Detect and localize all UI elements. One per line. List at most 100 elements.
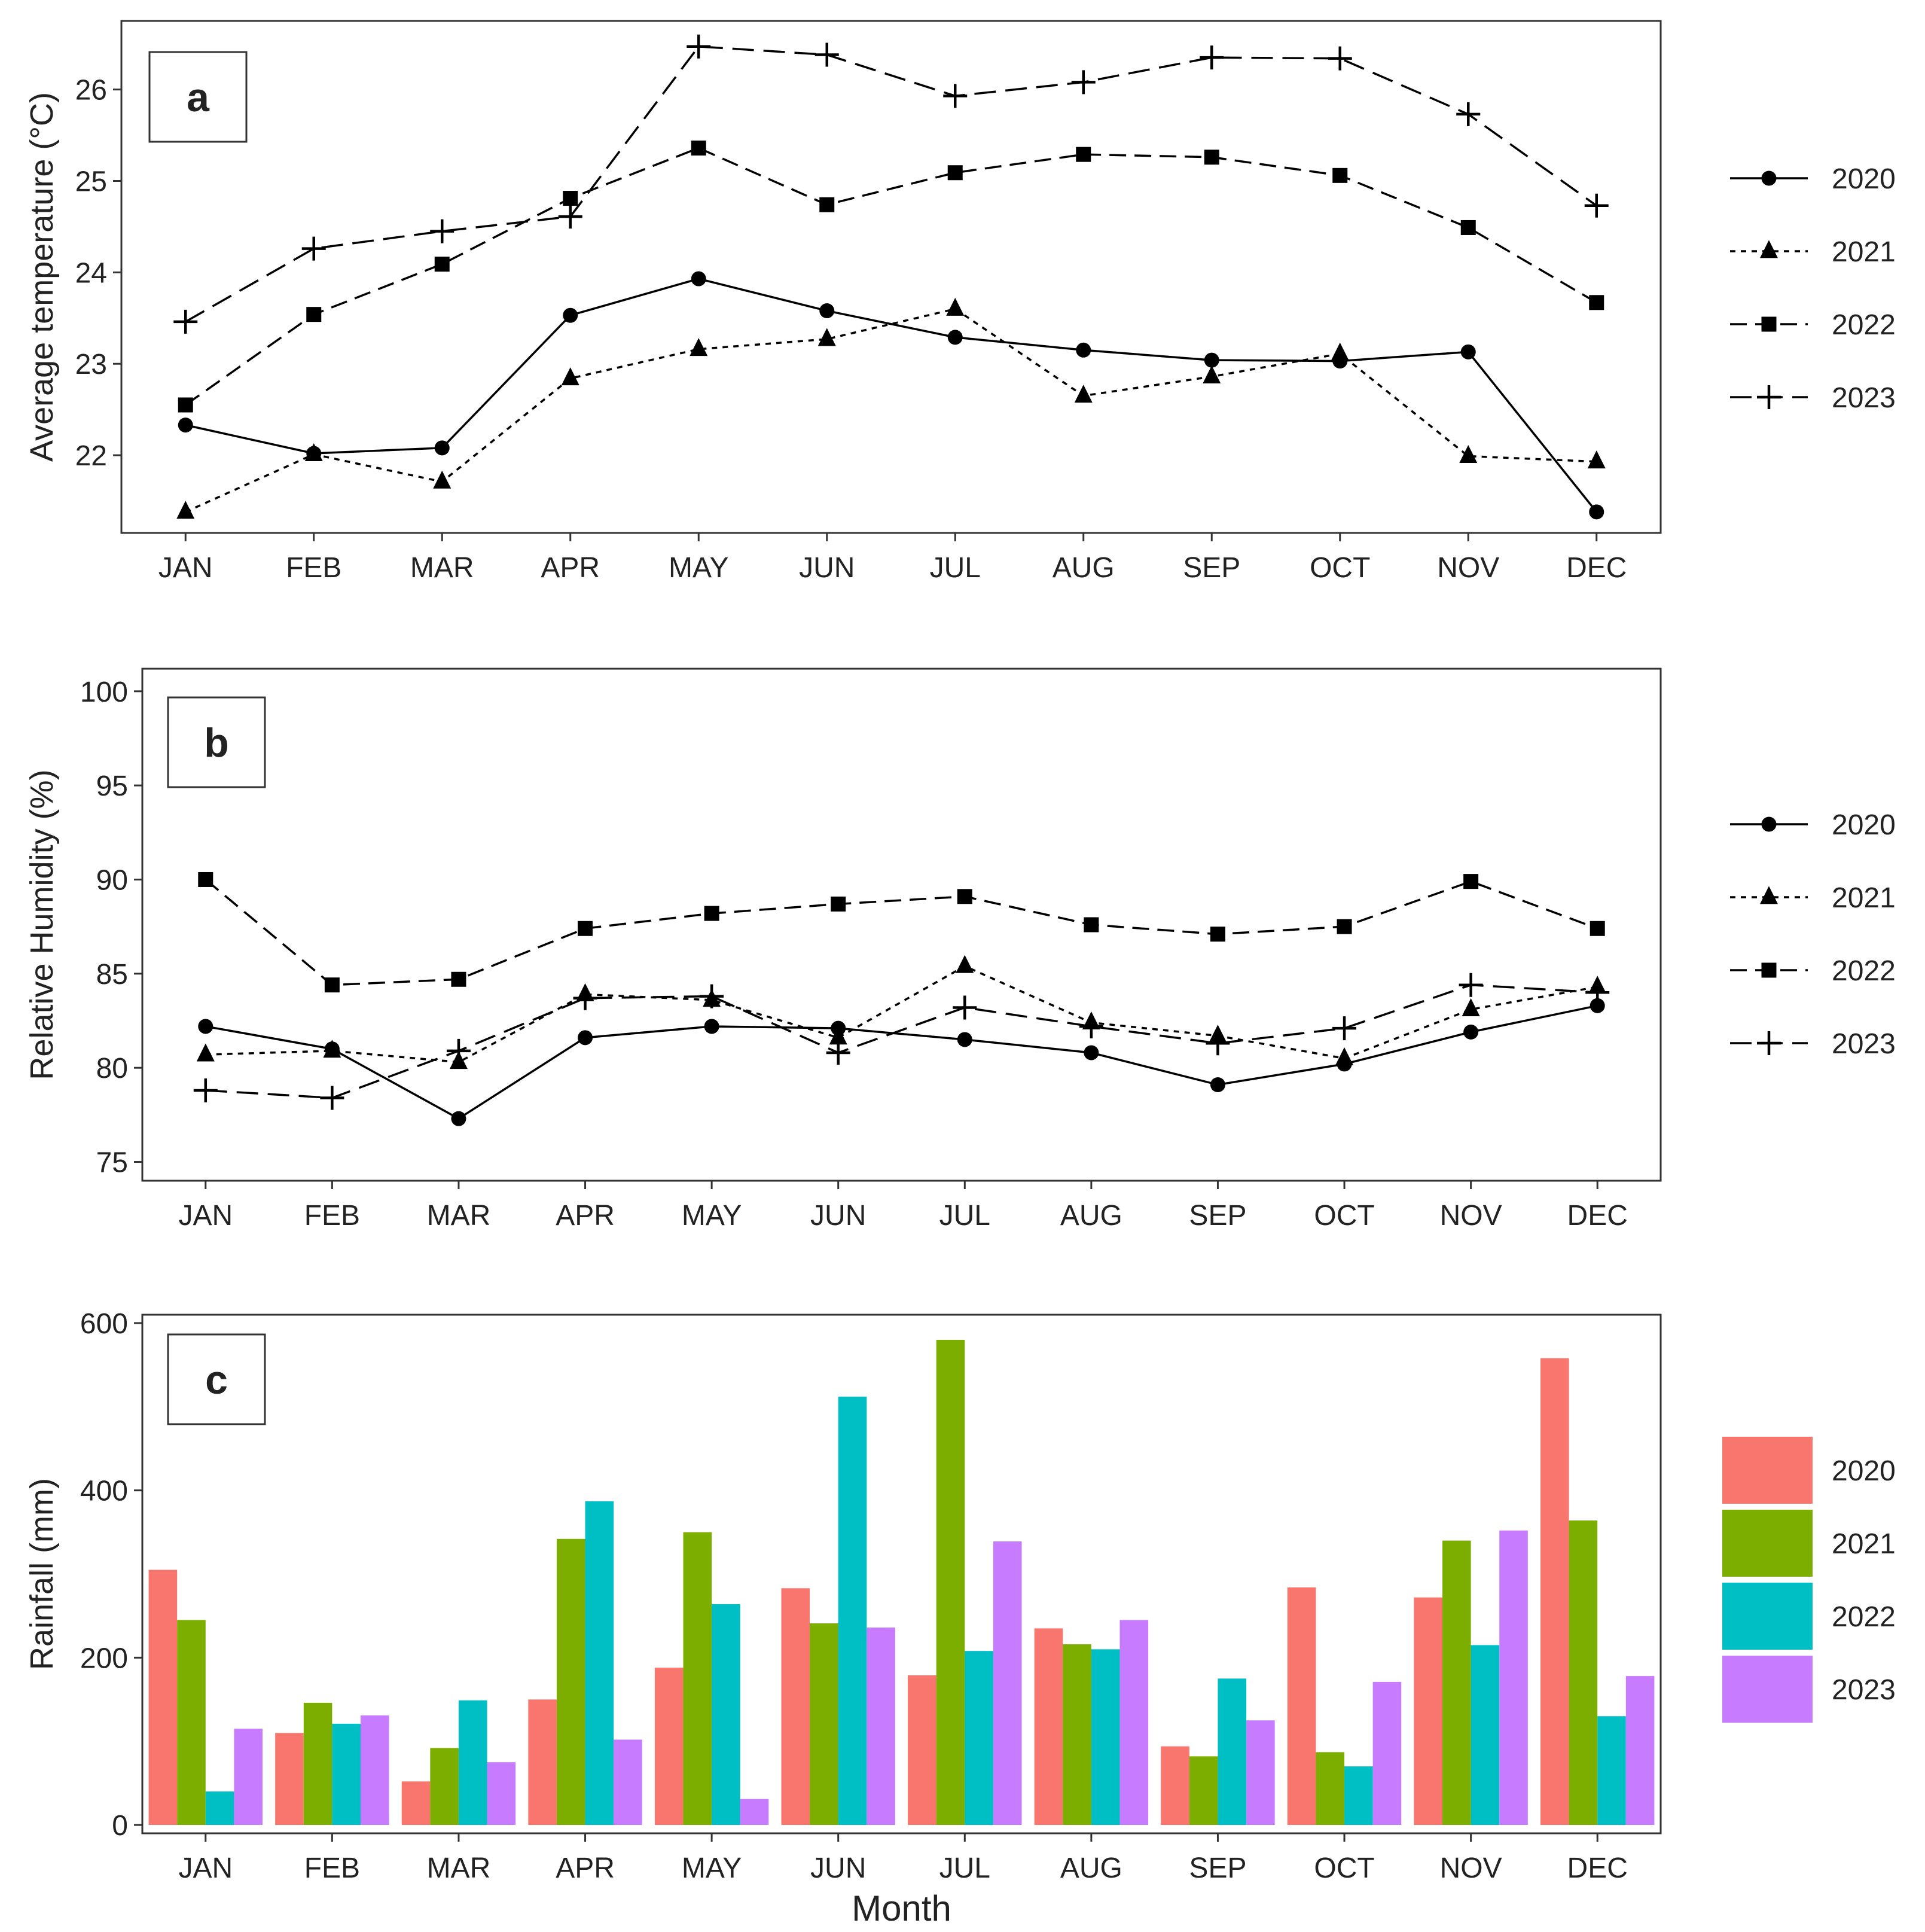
series-line-2021 (185, 307, 1597, 513)
data-point-2021-JUL (946, 297, 965, 316)
data-point-2023-MAY (700, 984, 724, 1008)
data-point-2022-OCT (1332, 167, 1348, 183)
legend-item-2023: 2023 (1730, 1028, 1896, 1060)
x-tick-label: MAR (410, 552, 474, 584)
legend-label: 2023 (1832, 382, 1896, 414)
data-point-2021-JUL (956, 955, 974, 973)
y-tick-label: 80 (96, 1053, 128, 1084)
data-point-2020-SEP (1210, 1077, 1225, 1092)
series-line-2020 (205, 1004, 1598, 1120)
bar-2023-OCT (1372, 1681, 1402, 1826)
legend-item-2020: 2020 (1720, 1434, 1896, 1506)
bar-2020-MAY (654, 1668, 684, 1826)
panel-a-line-chart: 22 23 24 25 26 JAN FEB MAR APR MAY JUN JUL AUG SEP OCT… (24, 20, 1896, 584)
data-point-2022-JAN (178, 397, 193, 413)
data-point-2023-APR (558, 205, 582, 229)
data-point-2020-DEC (1589, 504, 1604, 520)
y-tick-label: 23 (75, 349, 107, 380)
plot-frame (141, 668, 1662, 1182)
bar-2023-JUN (867, 1627, 895, 1826)
data-point-2021-JAN (196, 1043, 215, 1062)
legend-marker (1757, 1031, 1781, 1055)
legend-item-2023: 2023 (1730, 382, 1896, 414)
data-point-2023-NOV (1459, 973, 1483, 997)
bar-2021-JAN (177, 1620, 206, 1826)
data-point-2020-MAR (451, 1111, 466, 1126)
panel-label: a (187, 75, 210, 120)
x-tick-label: JUN (810, 1200, 866, 1232)
bar-2023-FEB (360, 1715, 389, 1826)
data-point-2023-FEB (320, 1086, 344, 1110)
bar-2021-SEP (1189, 1756, 1218, 1826)
bar-2020-JAN (148, 1570, 178, 1826)
data-point-2020-APR (578, 1030, 593, 1046)
x-tick-label: APR (556, 1200, 615, 1232)
series-2023 (173, 34, 1609, 334)
bar-2021-NOV (1442, 1540, 1471, 1826)
x-tick-label: SEP (1183, 552, 1240, 584)
legend-label: 2023 (1832, 1674, 1896, 1706)
bar-2023-AUG (1119, 1620, 1149, 1826)
plot-frame (120, 20, 1662, 534)
x-tick-label: MAR (427, 1852, 491, 1884)
bar-2021-MAR (430, 1748, 459, 1826)
data-point-2020-MAY (704, 1019, 719, 1034)
bar-2022-JUL (965, 1651, 993, 1826)
data-point-2021-JUN (829, 1026, 847, 1045)
legend-swatch (1720, 1507, 1815, 1579)
legend-item-2022: 2022 (1720, 1580, 1896, 1652)
bar-2022-DEC (1597, 1716, 1626, 1826)
data-point-2022-AUG (1084, 917, 1099, 933)
data-point-2021-FEB (304, 443, 323, 461)
data-point-2020-NOV (1460, 344, 1476, 359)
y-tick-label: 100 (80, 676, 128, 708)
data-point-2023-APR (573, 986, 597, 1010)
series-2022 (198, 871, 1605, 993)
data-point-2022-APR (578, 921, 593, 936)
y-tick-label: 25 (75, 166, 107, 198)
legend-swatch (1720, 1653, 1815, 1725)
y-tick-label: 22 (75, 440, 107, 472)
legend-marker (1757, 385, 1781, 409)
data-point-2023-JUL (943, 84, 968, 108)
bar-2023-JAN (234, 1729, 263, 1826)
x-tick-label: NOV (1440, 1852, 1502, 1884)
bar-2022-SEP (1218, 1678, 1247, 1826)
y-tick-label: 400 (80, 1476, 128, 1507)
y-axis-label: Average temperature (°C) (24, 92, 60, 462)
data-point-2022-MAR (451, 971, 466, 987)
y-tick-label: 90 (96, 864, 128, 896)
x-tick-label: MAY (682, 1200, 742, 1232)
series-line-2021 (205, 965, 1598, 1063)
data-point-2022-DEC (1590, 921, 1605, 936)
bar-2020-DEC (1540, 1358, 1569, 1826)
data-point-2023-OCT (1332, 1016, 1357, 1041)
y-tick-label: 0 (112, 1810, 128, 1842)
x-tick-label: JUN (799, 552, 855, 584)
bar-2021-JUN (810, 1623, 838, 1826)
bar-2021-OCT (1316, 1752, 1345, 1826)
panel-label-box (167, 696, 266, 788)
data-point-2020-AUG (1084, 1045, 1099, 1061)
x-tick-label: OCT (1314, 1852, 1374, 1884)
data-point-2021-AUG (1074, 385, 1093, 403)
legend-item-2022: 2022 (1730, 955, 1896, 987)
data-point-2021-SEP (1203, 365, 1221, 384)
data-point-2020-JAN (198, 1019, 213, 1034)
data-point-2020-AUG (1076, 342, 1091, 358)
panel-c-bar-chart: 0 200 400 600 JAN FEB MAR APR MAY JUN JUL AUG SEP OCT… (24, 1308, 1896, 1928)
bar-2022-MAY (712, 1604, 740, 1826)
x-axis-label: Month (852, 1888, 951, 1928)
data-point-2022-OCT (1337, 919, 1352, 934)
series-2022 (178, 140, 1604, 413)
legend-marker (1760, 240, 1778, 258)
x-tick-label: MAR (427, 1200, 491, 1232)
data-point-2023-MAR (430, 219, 454, 243)
bar-2020-NOV (1414, 1597, 1443, 1826)
data-point-2021-NOV (1462, 998, 1480, 1017)
data-point-2020-MAY (691, 271, 706, 287)
legend-label: 2021 (1832, 882, 1896, 914)
bar-2021-JUL (936, 1339, 965, 1826)
data-point-2023-DEC (1585, 980, 1610, 1005)
